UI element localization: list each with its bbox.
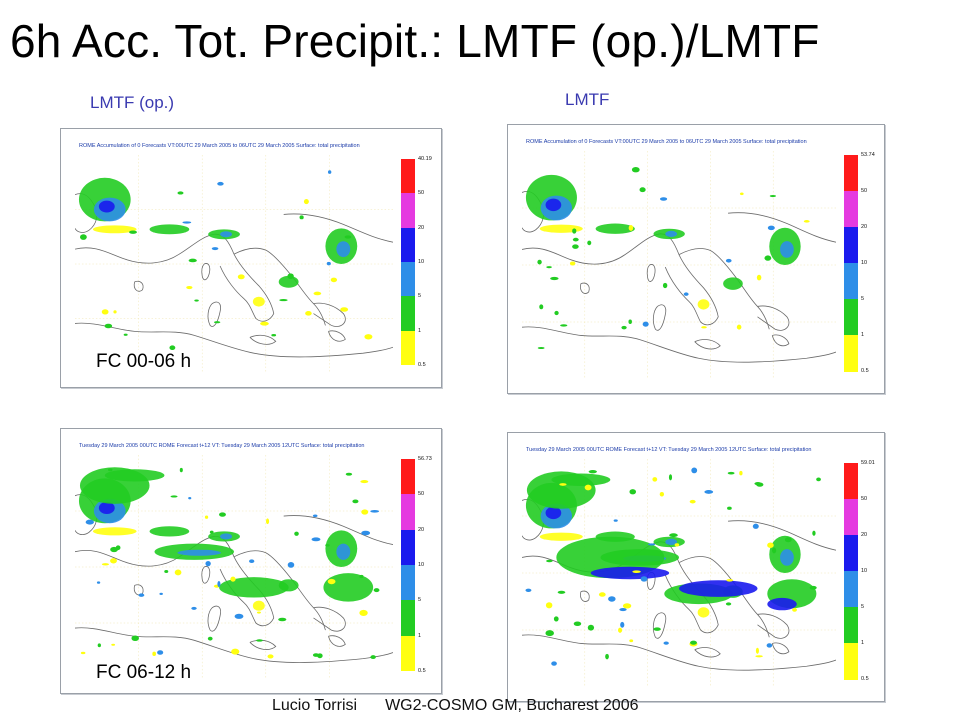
precipitation-map <box>75 455 393 679</box>
colorbar-tick-label: 1 <box>861 332 865 338</box>
colorbar-tick-label: 50 <box>418 190 425 197</box>
precipitation-map <box>75 155 393 373</box>
colorbar-tick-label: 20 <box>418 224 425 231</box>
panel-header: Tuesday 29 March 2005 00UTC ROME Forecas… <box>79 443 365 449</box>
precipitation-colorbar: 59.01 50 20 10 5 1 0.5 <box>844 460 875 682</box>
colorbar-max-value: 53.74 <box>861 152 875 158</box>
colorbar-tick-label: 0.5 <box>861 676 869 682</box>
colorbar-segment <box>844 571 858 608</box>
panel-header: ROME Accumulation of 0 Forecasts VT:00UT… <box>79 143 360 149</box>
colorbar-segment <box>844 227 858 264</box>
colorbar-tick-label: 20 <box>861 532 868 538</box>
colorbar-segment <box>844 463 858 500</box>
colorbar-segment <box>401 635 415 672</box>
footer-event: WG2-COSMO GM, Bucharest 2006 <box>385 697 639 714</box>
colorbar-tick-label: 0.5 <box>418 668 426 674</box>
map-panel-lmtf-fc-06-12: Tuesday 29 March 2005 00UTC ROME Forecas… <box>507 432 885 702</box>
colorbar-segment <box>401 262 415 297</box>
panel-header: Tuesday 29 March 2005 00UTC ROME Forecas… <box>526 447 812 453</box>
colorbar-tick-label: 10 <box>861 260 868 266</box>
colorbar-max-value: 56.73 <box>418 456 432 462</box>
colorbar-segment <box>844 263 858 300</box>
colorbar-tick-label: 1 <box>861 640 865 646</box>
colorbar-tick-label: 0.5 <box>861 368 869 374</box>
colorbar-tick-label: 1 <box>418 632 422 639</box>
colorbar-segment <box>401 296 415 332</box>
map-panel-lmtf-fc-00-06: ROME Accumulation of 0 Forecasts VT:00UT… <box>507 124 885 394</box>
colorbar-tick-label: 5 <box>861 604 865 610</box>
precipitation-colorbar: 53.74 50 20 10 5 1 0.5 <box>844 152 875 374</box>
colorbar-tick-label: 0.5 <box>418 362 426 368</box>
column-label-right: LMTF <box>565 90 610 109</box>
colorbar-segment <box>401 600 415 637</box>
panel-header: ROME Accumulation of 0 Forecasts VT:00UT… <box>526 139 807 145</box>
page-title: 6h Acc. Tot. Precipit.: LMTF (op.)/LMTF <box>10 15 820 67</box>
colorbar-tick-label: 20 <box>861 224 868 230</box>
colorbar-segment <box>401 459 415 495</box>
colorbar-segment <box>844 607 858 644</box>
colorbar-segment <box>401 330 415 366</box>
precipitation-map <box>522 151 836 379</box>
colorbar-segment <box>401 193 415 229</box>
footer-author: Lucio Torrisi <box>272 697 358 714</box>
colorbar-tick-label: 5 <box>418 597 422 604</box>
colorbar-segment <box>844 191 858 228</box>
precipitation-colorbar: 40.19 50 20 10 5 1 0.5 <box>401 156 432 368</box>
colorbar-max-value: 59.01 <box>861 460 875 466</box>
map-panel-op-fc-00-06: ROME Accumulation of 0 Forecasts VT:00UT… <box>60 128 442 388</box>
colorbar-segment <box>401 565 415 601</box>
colorbar-tick-label: 10 <box>418 562 425 568</box>
map-panel-op-fc-06-12: Tuesday 29 March 2005 00UTC ROME Forecas… <box>60 428 442 694</box>
colorbar-tick-label: 10 <box>418 259 425 265</box>
colorbar-tick-label: 50 <box>861 496 868 502</box>
colorbar-segment <box>844 535 858 572</box>
colorbar-segment <box>844 335 858 372</box>
colorbar-tick-label: 5 <box>861 296 865 302</box>
colorbar-tick-label: 5 <box>418 293 422 300</box>
column-label-left: LMTF (op.) <box>90 93 175 112</box>
colorbar-segment <box>401 529 415 566</box>
precipitation-colorbar: 56.73 50 20 10 5 1 0.5 <box>401 456 432 674</box>
colorbar-tick-label: 10 <box>861 568 868 574</box>
colorbar-segment <box>401 227 415 263</box>
colorbar-segment <box>401 494 415 531</box>
forecast-range-label-00-06: FC 00-06 h <box>92 350 196 374</box>
colorbar-tick-label: 20 <box>418 526 425 533</box>
precipitation-map <box>522 459 836 687</box>
colorbar-tick-label: 50 <box>418 491 425 498</box>
colorbar-max-value: 40.19 <box>418 156 432 162</box>
footer: Lucio Torrisi WG2-COSMO GM, Bucharest 200… <box>272 697 666 715</box>
colorbar-segment <box>844 499 858 536</box>
forecast-range-label-06-12: FC 06-12 h <box>92 661 196 685</box>
colorbar-segment <box>844 299 858 336</box>
colorbar-segment <box>844 155 858 192</box>
colorbar-tick-label: 1 <box>418 327 422 334</box>
colorbar-segment <box>844 643 858 680</box>
colorbar-segment <box>401 159 415 194</box>
colorbar-tick-label: 50 <box>861 188 868 194</box>
